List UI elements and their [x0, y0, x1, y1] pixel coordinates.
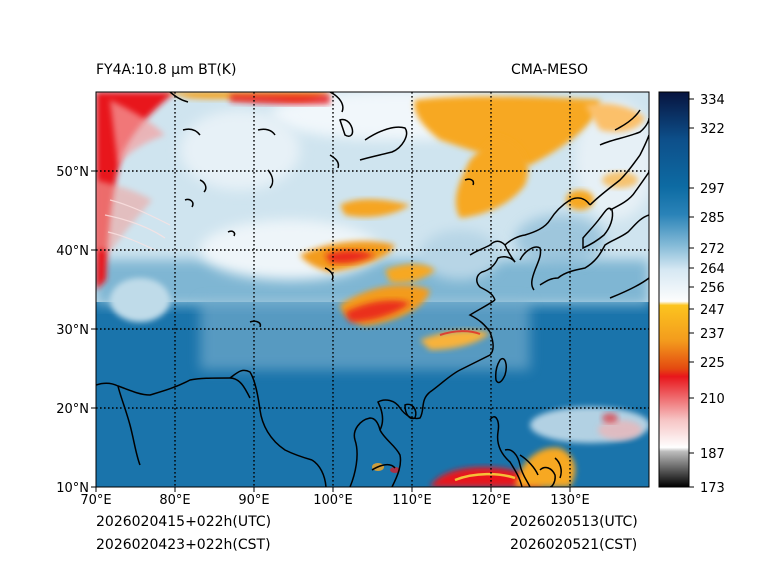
latitude-tick-labels: 10°N 20°N 30°N 40°N 50°N: [56, 165, 89, 496]
cbar-label-285: 285: [700, 211, 725, 226]
lat-label-40n: 40°N: [56, 244, 89, 259]
plot-title-right: CMA-MESO: [511, 62, 589, 78]
lon-label-110e: 110°E: [392, 493, 432, 508]
colorbar: [658, 91, 690, 488]
lon-label-90e: 90°E: [238, 493, 269, 508]
cbar-label-256: 256: [700, 281, 725, 296]
cbar-label-247: 247: [700, 303, 725, 318]
coastlines: [96, 92, 649, 487]
lon-label-130e: 130°E: [550, 493, 590, 508]
cbar-label-322: 322: [700, 122, 725, 137]
init-time-cst: 2026020423+022h(CST): [96, 537, 271, 553]
lat-label-50n: 50°N: [56, 165, 89, 180]
lat-label-10n: 10°N: [56, 481, 89, 496]
lat-label-30n: 30°N: [56, 323, 89, 338]
lon-label-70e: 70°E: [80, 493, 111, 508]
init-time-utc: 2026020415+022h(UTC): [96, 514, 272, 530]
cbar-label-334: 334: [700, 93, 725, 108]
valid-time-cst: 2026020521(CST): [510, 537, 638, 553]
cbar-label-210: 210: [700, 392, 725, 407]
graticule: [96, 92, 649, 487]
colorbar-tick-labels: 173 187 210 225 237 247 256 264 272 285 …: [700, 93, 725, 496]
plot-title-left: FY4A:10.8 µm BT(K): [96, 62, 237, 78]
longitude-tick-labels: 70°E 80°E 90°E 100°E 110°E 120°E 130°E: [80, 493, 589, 508]
cbar-label-187: 187: [700, 447, 725, 462]
cbar-label-173: 173: [700, 481, 725, 496]
lat-label-20n: 20°N: [56, 402, 89, 417]
colorbar-ticks: [689, 98, 694, 488]
lon-label-80e: 80°E: [159, 493, 190, 508]
map-axis-ticks: [91, 170, 571, 492]
cbar-label-272: 272: [700, 242, 725, 257]
lon-label-100e: 100°E: [313, 493, 353, 508]
cbar-label-237: 237: [700, 327, 725, 342]
cbar-label-225: 225: [700, 356, 725, 371]
brightness-temperature-field: [96, 92, 649, 487]
cbar-label-264: 264: [700, 262, 725, 277]
cbar-label-297: 297: [700, 182, 725, 197]
lon-label-120e: 120°E: [471, 493, 511, 508]
map-frame: [95, 91, 650, 488]
valid-time-utc: 2026020513(UTC): [510, 514, 638, 530]
